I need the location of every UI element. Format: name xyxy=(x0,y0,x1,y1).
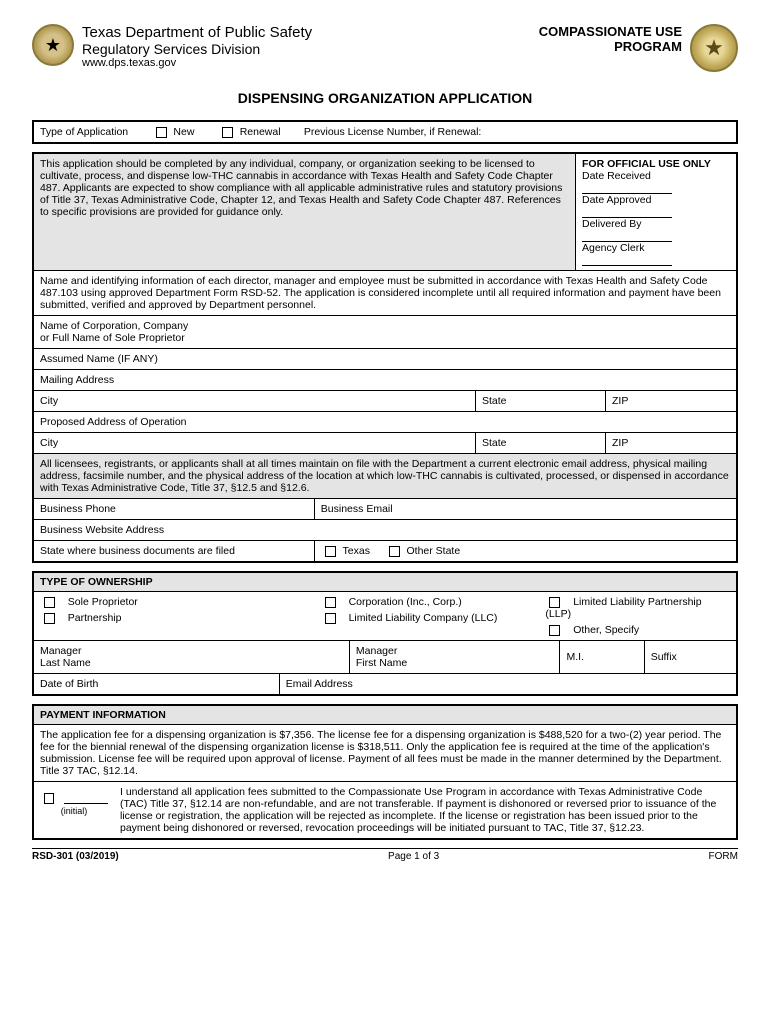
program-line2: PROGRAM xyxy=(539,39,682,54)
division-name: Regulatory Services Division xyxy=(82,41,539,57)
new-label: New xyxy=(173,126,194,138)
name-note: Name and identifying information of each… xyxy=(34,271,736,315)
mgr-email-field[interactable]: Email Address xyxy=(280,674,736,694)
page-number: Page 1 of 3 xyxy=(388,851,439,862)
ownership-box: TYPE OF OWNERSHIP Sole Proprietor Partne… xyxy=(32,571,738,696)
texas-label: Texas xyxy=(343,545,370,557)
agency-clerk: Agency Clerk xyxy=(582,242,730,266)
ownership-col3: Limited Liability Partnership (LLP) Othe… xyxy=(539,592,736,640)
footer: RSD-301 (03/2019) Page 1 of 3 FORM xyxy=(32,848,738,862)
proposed-address-field[interactable]: Proposed Address of Operation xyxy=(34,412,736,432)
state-field[interactable]: State xyxy=(476,391,606,411)
zip-field-2[interactable]: ZIP xyxy=(606,433,736,453)
zip-field[interactable]: ZIP xyxy=(606,391,736,411)
mgr-first-name[interactable]: Manager First Name xyxy=(350,641,561,673)
main-box: This application should be completed by … xyxy=(32,152,738,563)
header: ★ Texas Department of Public Safety Regu… xyxy=(32,24,738,72)
initial-block: (initial) xyxy=(34,782,114,838)
seal-left-icon: ★ xyxy=(32,24,74,66)
initial-label: (initial) xyxy=(40,806,108,816)
checkbox-texas[interactable] xyxy=(325,546,336,557)
date-approved: Date Approved xyxy=(582,194,730,218)
official-head: FOR OFFICIAL USE ONLY xyxy=(582,158,730,170)
cb-sole-prop[interactable] xyxy=(44,597,55,608)
app-type-row: Type of Application New Renewal Previous… xyxy=(34,122,736,142)
suffix-field[interactable]: Suffix xyxy=(645,641,736,673)
contact-note: All licensees, registrants, or applicant… xyxy=(34,454,736,498)
state-field-2[interactable]: State xyxy=(476,433,606,453)
mgr-last-name[interactable]: Manager Last Name xyxy=(34,641,350,673)
city-field-2[interactable]: City xyxy=(34,433,476,453)
cb-corp[interactable] xyxy=(325,597,336,608)
checkbox-new[interactable] xyxy=(156,127,167,138)
ownership-col2: Corporation (Inc., Corp.) Limited Liabil… xyxy=(315,592,540,640)
cb-llc[interactable] xyxy=(325,613,336,624)
phone-field[interactable]: Business Phone xyxy=(34,499,315,519)
docs-filed-options: Texas Other State xyxy=(315,541,736,561)
program-line1: COMPASSIONATE USE xyxy=(539,24,682,39)
payment-text: The application fee for a dispensing org… xyxy=(34,725,736,781)
payment-head: PAYMENT INFORMATION xyxy=(34,706,736,725)
website-field[interactable]: Business Website Address xyxy=(34,520,736,540)
checkbox-other-state[interactable] xyxy=(389,546,400,557)
checkbox-renewal[interactable] xyxy=(222,127,233,138)
program-title: COMPASSIONATE USE PROGRAM xyxy=(539,24,682,54)
app-type-box: Type of Application New Renewal Previous… xyxy=(32,120,738,144)
mi-field[interactable]: M.I. xyxy=(560,641,644,673)
ownership-head: TYPE OF OWNERSHIP xyxy=(34,573,736,592)
header-left: Texas Department of Public Safety Regula… xyxy=(82,24,539,69)
assumed-name-field[interactable]: Assumed Name (IF ANY) xyxy=(34,349,736,369)
intro-text: This application should be completed by … xyxy=(34,154,576,270)
official-use: FOR OFFICIAL USE ONLY Date Received Date… xyxy=(576,154,736,270)
url: www.dps.texas.gov xyxy=(82,57,539,69)
dob-field[interactable]: Date of Birth xyxy=(34,674,280,694)
cb-partnership[interactable] xyxy=(44,613,55,624)
form-id: RSD-301 (03/2019) xyxy=(32,851,119,862)
docs-filed-label: State where business documents are filed xyxy=(34,541,315,561)
app-type-label: Type of Application xyxy=(40,126,128,138)
initial-line[interactable] xyxy=(64,790,108,804)
ownership-col1: Sole Proprietor Partnership xyxy=(34,592,315,640)
city-field[interactable]: City xyxy=(34,391,476,411)
payment-box: PAYMENT INFORMATION The application fee … xyxy=(32,704,738,840)
email-field[interactable]: Business Email xyxy=(315,499,736,519)
form-title: DISPENSING ORGANIZATION APPLICATION xyxy=(32,90,738,106)
other-state-label: Other State xyxy=(406,545,460,557)
mailing-address-field[interactable]: Mailing Address xyxy=(34,370,736,390)
date-received: Date Received xyxy=(582,170,730,194)
form-label: FORM xyxy=(709,851,738,862)
dept-name: Texas Department of Public Safety xyxy=(82,24,539,41)
cb-llp[interactable] xyxy=(549,597,560,608)
delivered-by: Delivered By xyxy=(582,218,730,242)
ack-text: I understand all application fees submit… xyxy=(114,782,736,838)
cb-other[interactable] xyxy=(549,625,560,636)
renewal-label: Renewal xyxy=(240,126,281,138)
seal-right-icon: ★ xyxy=(690,24,738,72)
corp-name-field[interactable]: Name of Corporation, Company or Full Nam… xyxy=(34,316,736,348)
checkbox-ack[interactable] xyxy=(44,793,54,804)
prev-license-label: Previous License Number, if Renewal: xyxy=(304,126,481,138)
